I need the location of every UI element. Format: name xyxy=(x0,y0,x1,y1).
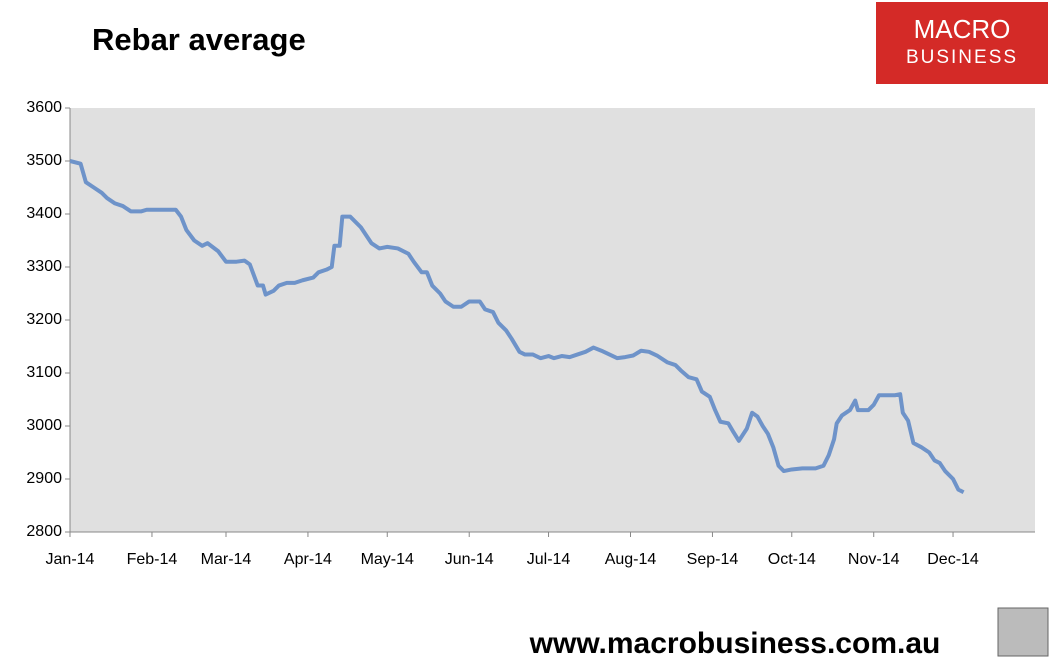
y-tick-label: 3400 xyxy=(26,205,62,222)
y-tick-label: 3600 xyxy=(26,99,62,116)
x-tick-label: Jun-14 xyxy=(445,551,494,568)
footer-url: www.macrobusiness.com.au xyxy=(529,627,941,658)
x-tick-label: Dec-14 xyxy=(927,551,979,568)
x-tick-label: Nov-14 xyxy=(848,551,900,568)
y-tick-label: 3100 xyxy=(26,364,62,381)
chart-title: Rebar average xyxy=(92,22,306,57)
line-series xyxy=(69,159,965,495)
x-tick-label: Feb-14 xyxy=(127,551,178,568)
x-tick-label: Mar-14 xyxy=(201,551,252,568)
x-tick-label: Apr-14 xyxy=(284,551,332,568)
y-tick-label: 3500 xyxy=(26,152,62,169)
x-tick-label: Oct-14 xyxy=(768,551,816,568)
x-tick-label: Jul-14 xyxy=(527,551,571,568)
y-tick-label: 3200 xyxy=(26,311,62,328)
fox-icon xyxy=(997,607,1049,657)
logo-text: MACRO xyxy=(914,14,1011,44)
y-tick-label: 3300 xyxy=(26,258,62,275)
y-tick-label: 3000 xyxy=(26,417,62,434)
plot-area xyxy=(70,108,1035,532)
x-tick-label: Aug-14 xyxy=(605,551,657,568)
x-tick-label: Jan-14 xyxy=(46,551,95,568)
x-tick-label: May-14 xyxy=(361,551,414,568)
y-tick-label: 2900 xyxy=(26,470,62,487)
y-tick-label: 2800 xyxy=(26,523,62,540)
logo-text: BUSINESS xyxy=(906,47,1018,68)
logo-box xyxy=(876,2,1048,84)
x-tick-label: Sep-14 xyxy=(687,551,739,568)
